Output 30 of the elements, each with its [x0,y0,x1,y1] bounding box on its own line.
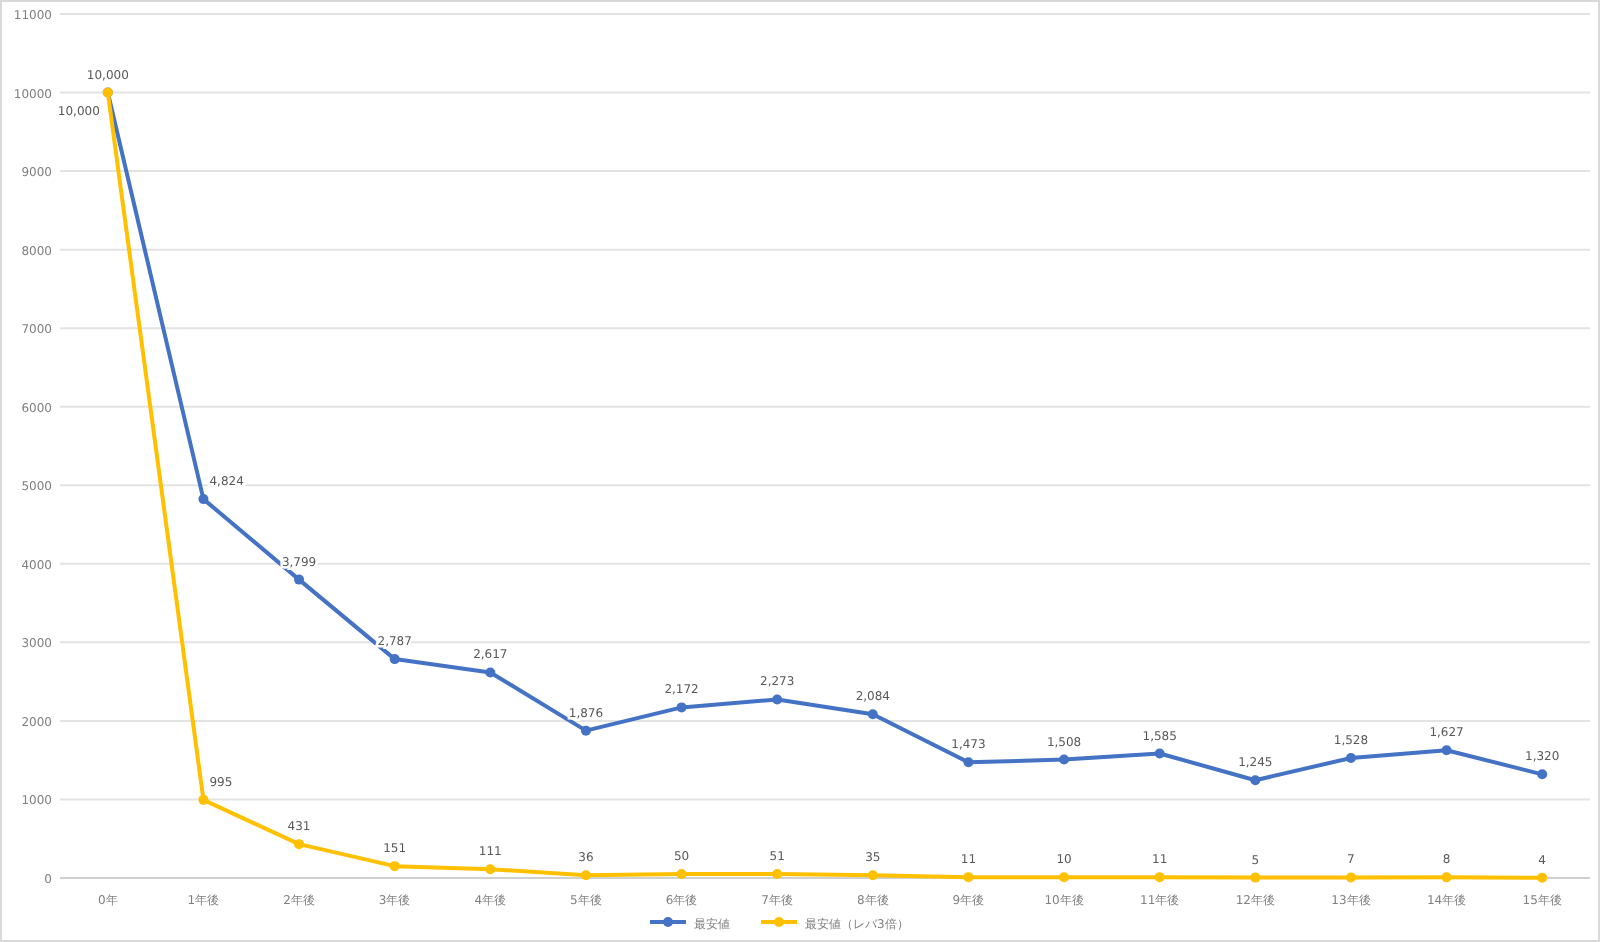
point [963,757,974,768]
point [485,864,496,875]
point [1441,872,1452,883]
point [867,870,878,881]
point [963,872,974,883]
point [580,870,591,881]
point [1537,769,1548,780]
point [772,868,783,879]
point [676,869,687,880]
point [1154,872,1165,883]
point [198,494,209,505]
point [485,667,496,678]
point [1345,752,1356,763]
point [1345,872,1356,883]
point [1441,745,1452,756]
point [1537,872,1548,883]
point [1250,872,1261,883]
point [1059,872,1070,883]
point [389,861,400,872]
point [294,839,305,850]
point [580,725,591,736]
point [389,654,400,665]
point [1059,754,1070,765]
point [1154,748,1165,759]
point [198,794,209,805]
point [676,702,687,713]
point [867,709,878,720]
point [294,574,305,585]
point [1250,775,1261,786]
point [772,694,783,705]
